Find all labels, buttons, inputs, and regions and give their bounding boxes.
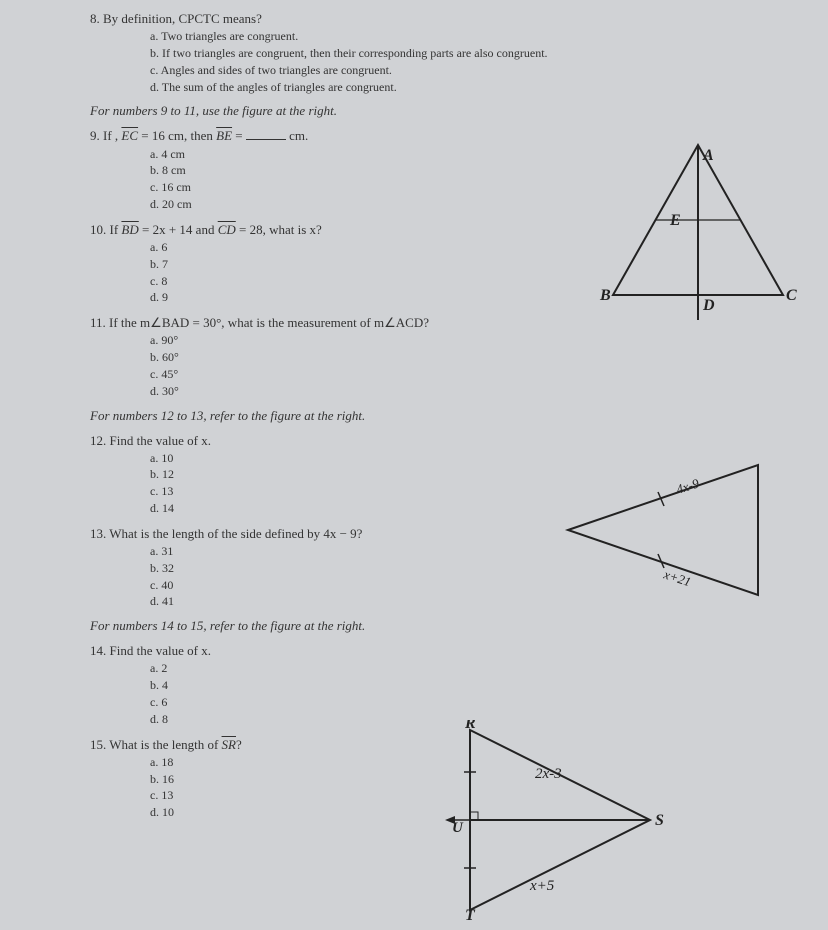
triangle-svg-1: A B C D E [598, 130, 798, 330]
q11-options: a. 90° b. 60° c. 45° d. 30° [20, 332, 808, 399]
q9-var2: BE [216, 128, 232, 143]
label-x21: x+21 [661, 566, 693, 589]
q10-var1: BD [121, 222, 138, 237]
label-4x-9: 4x-9 [674, 475, 701, 497]
q14-stem: 14. Find the value of x. [20, 642, 808, 660]
question-14: 14. Find the value of x. a. 2 b. 4 c. 6 … [20, 642, 808, 727]
q8-options: a. Two triangles are congruent. b. If tw… [20, 28, 808, 95]
q10-var2: CD [218, 222, 236, 237]
q9-suffix: = [232, 128, 243, 143]
q10-mid2: = 28, what is x? [236, 222, 322, 237]
label-E: E [669, 212, 681, 229]
q11-option-c: c. 45° [150, 366, 808, 383]
diagram-triangle-3: R S T U 2x-3 x+5 [390, 720, 670, 920]
diagram-triangle-1: A B C D E [598, 130, 798, 330]
q14-option-c: c. 6 [150, 694, 808, 711]
label-x5: x+5 [529, 878, 555, 894]
q11-option-b: b. 60° [150, 349, 808, 366]
label-R: R [464, 720, 476, 732]
q9-unit: cm. [289, 128, 308, 143]
q9-mid: = 16 cm, then [138, 128, 216, 143]
label-B: B [599, 287, 611, 304]
q14-option-a: a. 2 [150, 660, 808, 677]
q9-blank [246, 139, 286, 140]
q14-option-b: b. 4 [150, 677, 808, 694]
q15-var: SR [222, 737, 236, 752]
label-2x-3: 2x-3 [535, 766, 562, 782]
instruction-12-13: For numbers 12 to 13, refer to the figur… [90, 408, 808, 424]
q8-option-a: a. Two triangles are congruent. [150, 28, 808, 45]
q8-option-c: c. Angles and sides of two triangles are… [150, 62, 808, 79]
label-C: C [786, 287, 797, 304]
q10-prefix: 10. If [90, 222, 121, 237]
q9-var1: EC [121, 128, 138, 143]
q10-mid1: = 2x + 14 and [139, 222, 218, 237]
q15-suffix: ? [236, 737, 242, 752]
q15-prefix: 15. What is the length of [90, 737, 222, 752]
instruction-9-11: For numbers 9 to 11, use the figure at t… [90, 103, 808, 119]
triangle-svg-3: R S T U 2x-3 x+5 [390, 720, 670, 920]
q8-option-d: d. The sum of the angles of triangles ar… [150, 79, 808, 96]
label-T: T [465, 907, 476, 920]
q14-options: a. 2 b. 4 c. 6 d. 8 [20, 660, 808, 727]
q9-prefix: 9. If , [90, 128, 121, 143]
q11-option-a: a. 90° [150, 332, 808, 349]
instruction-14-15: For numbers 14 to 15, refer to the figur… [90, 618, 808, 634]
label-D: D [702, 297, 715, 314]
q8-option-b: b. If two triangles are congruent, then … [150, 45, 808, 62]
question-8: 8. By definition, CPCTC means? a. Two tr… [20, 10, 808, 95]
triangle-svg-2: 4x-9 x+21 [558, 450, 778, 610]
q12-stem: 12. Find the value of x. [20, 432, 808, 450]
label-U: U [452, 820, 464, 836]
q8-stem: 8. By definition, CPCTC means? [20, 10, 808, 28]
diagram-triangle-2: 4x-9 x+21 [558, 450, 778, 610]
right-angle-mark [470, 812, 478, 820]
label-S: S [655, 812, 664, 829]
label-A: A [702, 147, 714, 164]
q11-option-d: d. 30° [150, 383, 808, 400]
